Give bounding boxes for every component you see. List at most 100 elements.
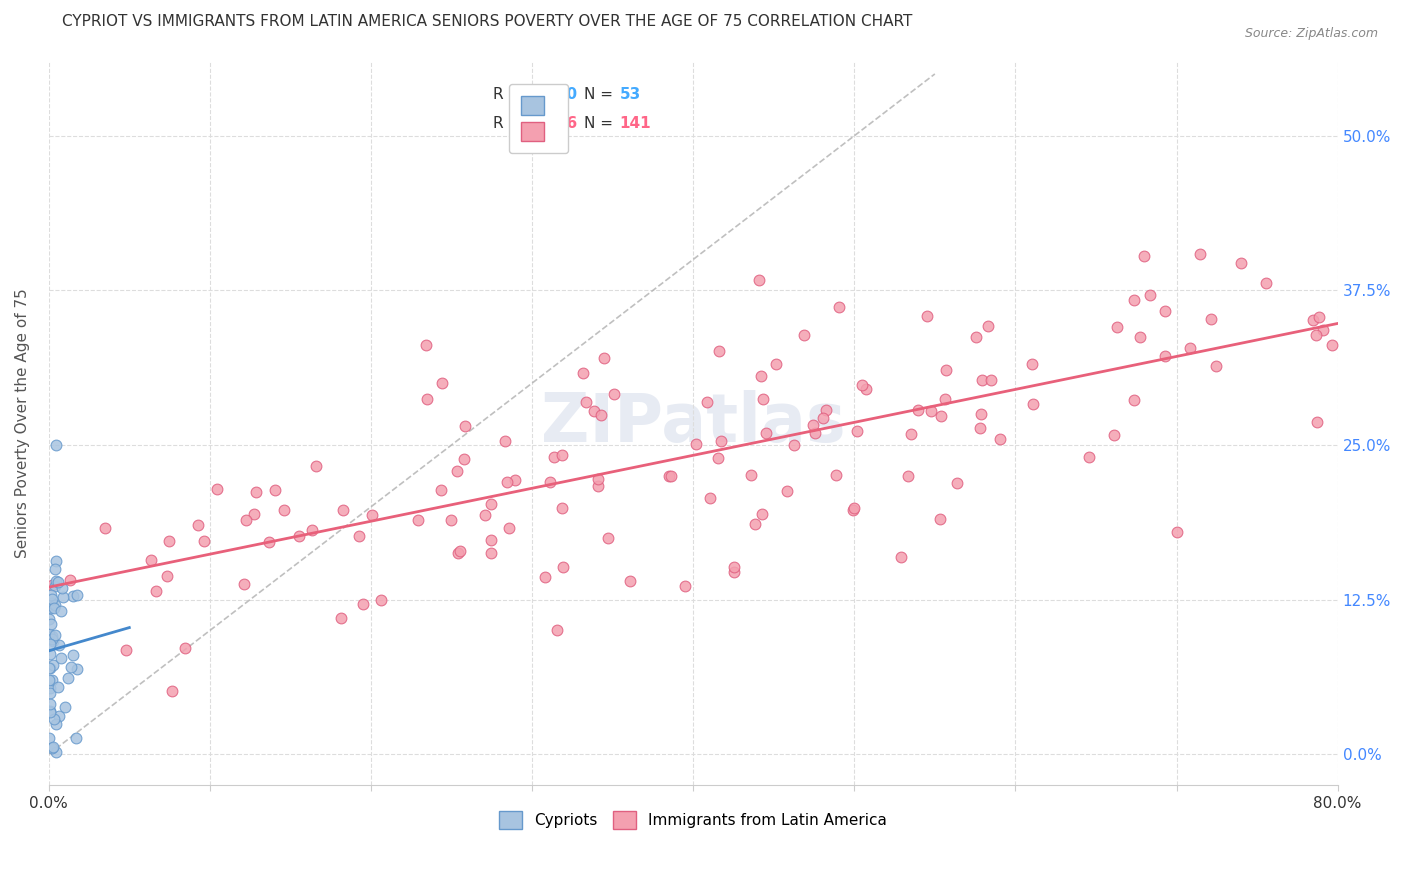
- Text: N =: N =: [583, 87, 617, 103]
- Point: [174, 640, 197, 655]
- Point: [45, 554, 67, 568]
- Point: [41, 578, 63, 592]
- Point: [583, 404, 606, 418]
- Y-axis label: Seniors Poverty Over the Age of 75: Seniors Poverty Over the Age of 75: [15, 288, 30, 558]
- Point: [1320, 338, 1343, 352]
- Point: [1230, 256, 1253, 270]
- Point: [41, 629, 63, 643]
- Point: [603, 386, 626, 401]
- Point: [538, 475, 561, 490]
- Point: [406, 513, 429, 527]
- Point: [45, 574, 67, 588]
- Point: [440, 513, 463, 527]
- Point: [828, 300, 851, 314]
- Point: [45, 745, 67, 759]
- Point: [39, 588, 62, 602]
- Point: [551, 448, 574, 462]
- Point: [39, 601, 62, 615]
- Point: [330, 611, 353, 625]
- Point: [593, 351, 616, 365]
- Point: [1021, 357, 1043, 371]
- Point: [160, 684, 183, 698]
- Text: R =: R =: [494, 116, 526, 131]
- Point: [39, 661, 62, 675]
- Point: [245, 484, 267, 499]
- Point: [793, 328, 815, 343]
- Point: [232, 577, 254, 591]
- Point: [454, 418, 477, 433]
- Point: [53, 699, 76, 714]
- Point: [305, 458, 328, 473]
- Point: [977, 319, 1000, 334]
- Point: [846, 424, 869, 438]
- Point: [1312, 323, 1334, 337]
- Point: [38, 697, 60, 711]
- Point: [41, 591, 63, 606]
- Point: [44, 579, 66, 593]
- Point: [447, 546, 470, 560]
- Point: [533, 570, 555, 584]
- Point: [1154, 349, 1177, 363]
- Point: [596, 531, 619, 545]
- Point: [551, 559, 574, 574]
- Point: [980, 373, 1002, 387]
- Point: [842, 502, 865, 516]
- Point: [1199, 311, 1222, 326]
- Point: [685, 436, 707, 450]
- Point: [481, 497, 503, 511]
- Point: [935, 363, 957, 377]
- Point: [710, 434, 733, 449]
- Point: [969, 421, 991, 435]
- Point: [41, 741, 63, 756]
- Point: [156, 569, 179, 583]
- Point: [586, 479, 609, 493]
- Point: [301, 523, 323, 537]
- Point: [929, 511, 952, 525]
- Point: [503, 473, 526, 487]
- Point: [48, 638, 70, 652]
- Point: [114, 643, 136, 657]
- Point: [145, 583, 167, 598]
- Point: [1139, 288, 1161, 302]
- Point: [934, 392, 956, 407]
- Point: [851, 377, 873, 392]
- Point: [1022, 397, 1045, 411]
- Point: [352, 597, 374, 611]
- Point: [41, 632, 63, 646]
- Point: [49, 604, 72, 618]
- Point: [41, 673, 63, 687]
- Point: [38, 612, 60, 626]
- Point: [988, 432, 1011, 446]
- Point: [42, 658, 65, 673]
- Point: [920, 403, 942, 417]
- Point: [699, 491, 721, 506]
- Point: [453, 452, 475, 467]
- Text: 141: 141: [620, 116, 651, 131]
- Point: [479, 533, 502, 547]
- Point: [332, 503, 354, 517]
- Point: [1178, 341, 1201, 355]
- Point: [589, 408, 612, 422]
- Point: [44, 601, 66, 615]
- Point: [45, 438, 67, 452]
- Point: [446, 465, 468, 479]
- Point: [62, 589, 84, 603]
- Text: 53: 53: [620, 87, 641, 103]
- Point: [42, 711, 65, 725]
- Point: [825, 468, 848, 483]
- Point: [430, 376, 453, 390]
- Point: [707, 450, 730, 465]
- Point: [972, 373, 994, 387]
- Point: [752, 392, 775, 406]
- Point: [673, 579, 696, 593]
- Point: [755, 425, 778, 440]
- Point: [474, 508, 496, 523]
- Text: 0.120: 0.120: [530, 87, 578, 103]
- Point: [1123, 293, 1146, 307]
- Point: [39, 704, 62, 718]
- Point: [56, 671, 79, 685]
- Point: [259, 534, 281, 549]
- Point: [801, 417, 824, 432]
- Point: [65, 731, 87, 745]
- Point: [498, 521, 520, 535]
